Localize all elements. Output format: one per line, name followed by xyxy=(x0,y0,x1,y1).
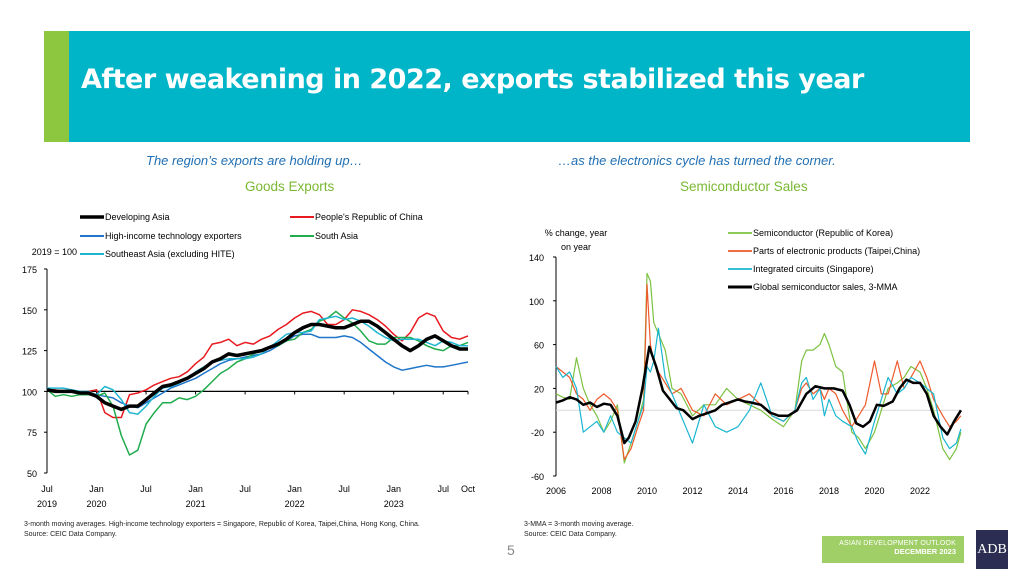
y-tick-label: 175 xyxy=(22,265,37,275)
right-subtitle: …as the electronics cycle has turned the… xyxy=(558,153,836,168)
series-line-global-semiconductor-sales-3-mma xyxy=(555,345,962,445)
left-note: 3-month moving averages. High-income tec… xyxy=(24,520,420,540)
legend-label-high-income-technology-exporters: High-income technology exporters xyxy=(105,231,242,241)
series-line-developing-asia xyxy=(46,319,468,412)
legend-label-southeast-asia-excluding-hite: Southeast Asia (excluding HITE) xyxy=(105,249,235,259)
x-tick-label: Oct xyxy=(461,484,476,494)
y-axis-label-line-1: % change, year xyxy=(545,228,608,238)
right-chart-title: Semiconductor Sales xyxy=(680,179,808,194)
y-axis-label-line-2: on year xyxy=(561,242,591,252)
x-tick-year-label: 2019 xyxy=(37,499,57,509)
title-accent-bar xyxy=(44,31,69,142)
right-note-source: Source: CEIC Data Company. xyxy=(524,531,617,538)
x-tick-label: 2012 xyxy=(682,486,702,496)
left-note-line-1: 3-month moving averages. High-income tec… xyxy=(24,521,420,528)
x-tick-label: Jan xyxy=(386,484,401,494)
series-line-southeast-asia-excluding-hite xyxy=(47,315,468,415)
badge-line-1: ASIAN DEVELOPMENT OUTLOOK xyxy=(839,540,956,547)
legend-label-global-semiconductor-sales-3-mma: Global semiconductor sales, 3-MMA xyxy=(753,282,898,292)
page-number: 5 xyxy=(507,542,515,558)
x-tick-label: 2016 xyxy=(773,486,793,496)
x-tick-label: 2008 xyxy=(591,486,611,496)
legend-label-south-asia: South Asia xyxy=(315,231,358,241)
x-tick-label: 2018 xyxy=(819,486,839,496)
y-tick-label: 125 xyxy=(22,347,37,357)
series-line-parts-of-electronic-products-taipei-china xyxy=(555,283,962,461)
y-tick-label: 50 xyxy=(27,469,37,479)
x-tick-year-label: 2021 xyxy=(186,499,206,509)
slide-title: After weakening in 2022, exports stabili… xyxy=(81,64,864,95)
publication-badge: ASIAN DEVELOPMENT OUTLOOK DECEMBER 2023 xyxy=(822,536,964,563)
legend-label-integrated-circuits-singapore: Integrated circuits (Singapore) xyxy=(753,264,874,274)
legend-label-developing-asia: Developing Asia xyxy=(105,212,170,222)
y-tick-label: 150 xyxy=(22,306,37,316)
y-tick-label: 75 xyxy=(27,428,37,438)
series-line-integrated-circuits-singapore xyxy=(555,327,962,455)
legend-label-people-s-republic-of-china: People's Republic of China xyxy=(315,212,423,222)
x-tick-label: Jul xyxy=(140,484,152,494)
y-axis-label: 2019 = 100 xyxy=(32,247,77,257)
y-tick-label: 100 xyxy=(529,297,544,307)
x-tick-year-label: 2022 xyxy=(285,499,305,509)
x-tick-label: 2022 xyxy=(910,486,930,496)
x-tick-label: Jul xyxy=(239,484,251,494)
x-tick-label: Jul xyxy=(437,484,449,494)
x-tick-year-label: 2020 xyxy=(87,499,107,509)
x-tick-label: 2006 xyxy=(546,486,566,496)
legend-label-parts-of-electronic-products-taipei-china: Parts of electronic products (Taipei,Chi… xyxy=(753,246,920,256)
x-tick-label: 2014 xyxy=(728,486,748,496)
x-tick-label: Jan xyxy=(89,484,104,494)
right-note: 3-MMA = 3-month moving average. Source: … xyxy=(524,520,634,540)
title-banner xyxy=(44,31,970,142)
y-tick-label: 20 xyxy=(534,384,544,394)
y-tick-label: -20 xyxy=(531,428,544,438)
y-tick-label: -60 xyxy=(531,472,544,482)
x-tick-label: Jan xyxy=(287,484,302,494)
right-note-line-1: 3-MMA = 3-month moving average. xyxy=(524,521,634,528)
y-tick-label: 140 xyxy=(529,253,544,263)
adb-logo: ADB xyxy=(976,530,1008,569)
x-tick-label: Jul xyxy=(41,484,53,494)
x-tick-label: Jan xyxy=(188,484,203,494)
y-tick-label: 60 xyxy=(534,341,544,351)
x-tick-label: 2010 xyxy=(637,486,657,496)
series-line-semiconductor-republic-of-korea xyxy=(555,272,962,464)
legend-label-semiconductor-republic-of-korea: Semiconductor (Republic of Korea) xyxy=(753,228,893,238)
x-tick-year-label: 2023 xyxy=(384,499,404,509)
y-tick-label: 100 xyxy=(22,387,37,397)
badge-line-2: DECEMBER 2023 xyxy=(894,547,956,556)
left-note-source: Source: CEIC Data Company. xyxy=(24,531,117,538)
x-tick-label: 2020 xyxy=(864,486,884,496)
x-tick-label: Jul xyxy=(338,484,350,494)
left-subtitle: The region’s exports are holding up… xyxy=(146,153,363,168)
left-chart-title: Goods Exports xyxy=(245,179,335,194)
